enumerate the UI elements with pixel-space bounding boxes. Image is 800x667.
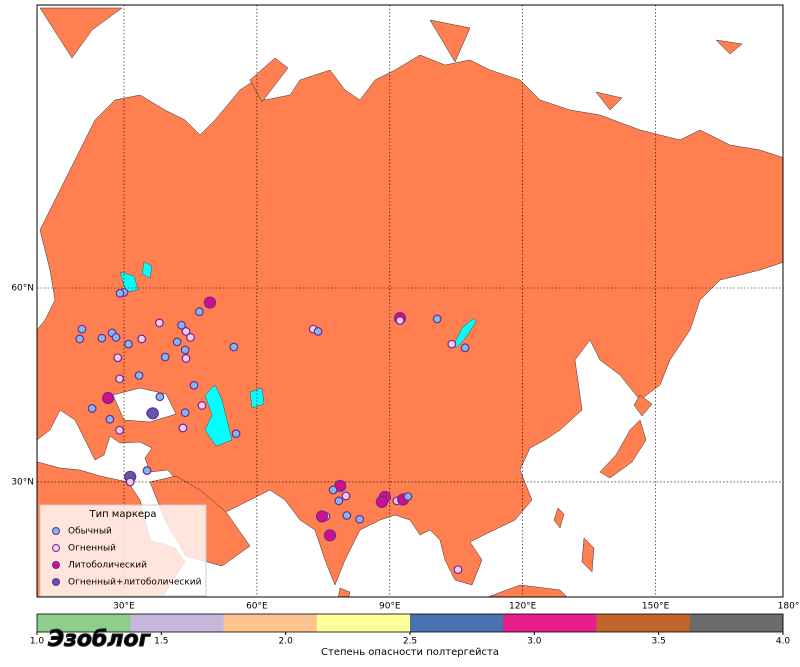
colorbar-tick-label: 1.5	[154, 637, 168, 647]
marker	[124, 339, 133, 349]
marker	[111, 333, 121, 342]
marker	[323, 529, 337, 542]
colorbar: Степень опасности полтергейста 1.0 1.5 2.0…	[30, 613, 791, 658]
legend-box	[39, 504, 207, 597]
lon-label: 60°E	[246, 602, 268, 612]
lon-label: 90°E	[379, 602, 401, 612]
marker	[395, 316, 405, 325]
legend-label: Огненный+литоболический	[68, 578, 202, 588]
marker	[115, 374, 124, 384]
basemap	[37, 5, 783, 597]
marker	[177, 320, 186, 330]
marker	[75, 334, 85, 344]
legend-swatch	[52, 561, 60, 569]
marker	[186, 333, 195, 342]
colorbar-segment	[223, 614, 318, 632]
colorbar-segment	[503, 614, 597, 632]
marker	[125, 477, 135, 487]
marker	[115, 288, 125, 298]
marker	[203, 296, 217, 309]
marker	[194, 307, 204, 317]
marker	[172, 337, 182, 347]
colorbar-tick-label: 2.0	[279, 637, 294, 647]
marker	[181, 327, 191, 336]
lon-label: 120°E	[509, 602, 537, 612]
legend-label: Огненный	[68, 544, 116, 554]
marker	[146, 407, 159, 420]
marker	[134, 371, 144, 380]
lat-label: 30°N	[11, 477, 34, 487]
legend-swatch	[52, 527, 60, 535]
colorbar-segment	[689, 614, 784, 632]
marker	[181, 354, 191, 363]
legend-label: Обычный	[68, 527, 112, 537]
marker	[180, 345, 190, 355]
marker	[313, 327, 323, 336]
marker	[403, 492, 413, 501]
marker	[375, 495, 388, 508]
marker	[180, 408, 190, 418]
marker	[447, 339, 457, 349]
colorbar-tick-label: 1.0	[30, 637, 45, 647]
marker	[101, 391, 115, 405]
marker	[105, 414, 115, 424]
marker	[197, 401, 207, 410]
marker	[231, 429, 241, 439]
watermark: Эзоблог	[48, 627, 152, 652]
marker	[97, 333, 107, 343]
marker	[432, 314, 442, 324]
marker	[137, 334, 147, 344]
legend: Тип маркера Обычный Огненный Литоболически…	[39, 504, 207, 597]
marker	[342, 511, 352, 520]
lon-label: 150°E	[642, 602, 670, 612]
marker	[328, 485, 338, 495]
markers	[75, 287, 470, 575]
marker	[334, 496, 344, 506]
marker	[341, 491, 351, 501]
marker	[87, 404, 97, 413]
lon-label: 30°E	[113, 602, 135, 612]
colorbar-segment	[37, 614, 131, 632]
marker	[189, 380, 199, 390]
map-frame	[36, 4, 784, 598]
colorbar-tick-label: 2.5	[403, 637, 417, 647]
marker	[113, 353, 123, 363]
legend-swatch	[52, 578, 60, 586]
marker	[115, 425, 124, 435]
colorbar-segment	[316, 614, 411, 632]
marker	[160, 352, 170, 362]
marker	[142, 466, 152, 475]
colorbar-label: Степень опасности полтергейста	[321, 647, 499, 658]
marker	[155, 392, 165, 402]
lon-label: 180°	[778, 602, 800, 612]
marker	[355, 514, 365, 524]
marker	[229, 342, 239, 352]
colorbar-tick-label: 4.0	[776, 637, 791, 647]
marker	[178, 423, 188, 433]
colorbar-segment	[410, 614, 504, 632]
lat-label: 60°N	[11, 284, 34, 294]
legend-label: Литоболический	[68, 561, 147, 571]
marker	[460, 343, 470, 353]
marker	[77, 324, 87, 334]
legend-title: Тип маркера	[88, 509, 156, 520]
legend-swatch	[52, 544, 60, 552]
marker	[315, 510, 329, 523]
colorbar-tick-label: 3.0	[527, 637, 542, 647]
marker	[453, 565, 463, 575]
colorbar-segment	[596, 614, 691, 632]
colorbar-tick-label: 3.5	[652, 637, 666, 647]
graticule: 30°E 60°E 90°E 120°E 150°E 180° 60°N 30°N	[11, 5, 799, 612]
marker	[155, 318, 164, 328]
colorbar-segment	[130, 614, 224, 632]
